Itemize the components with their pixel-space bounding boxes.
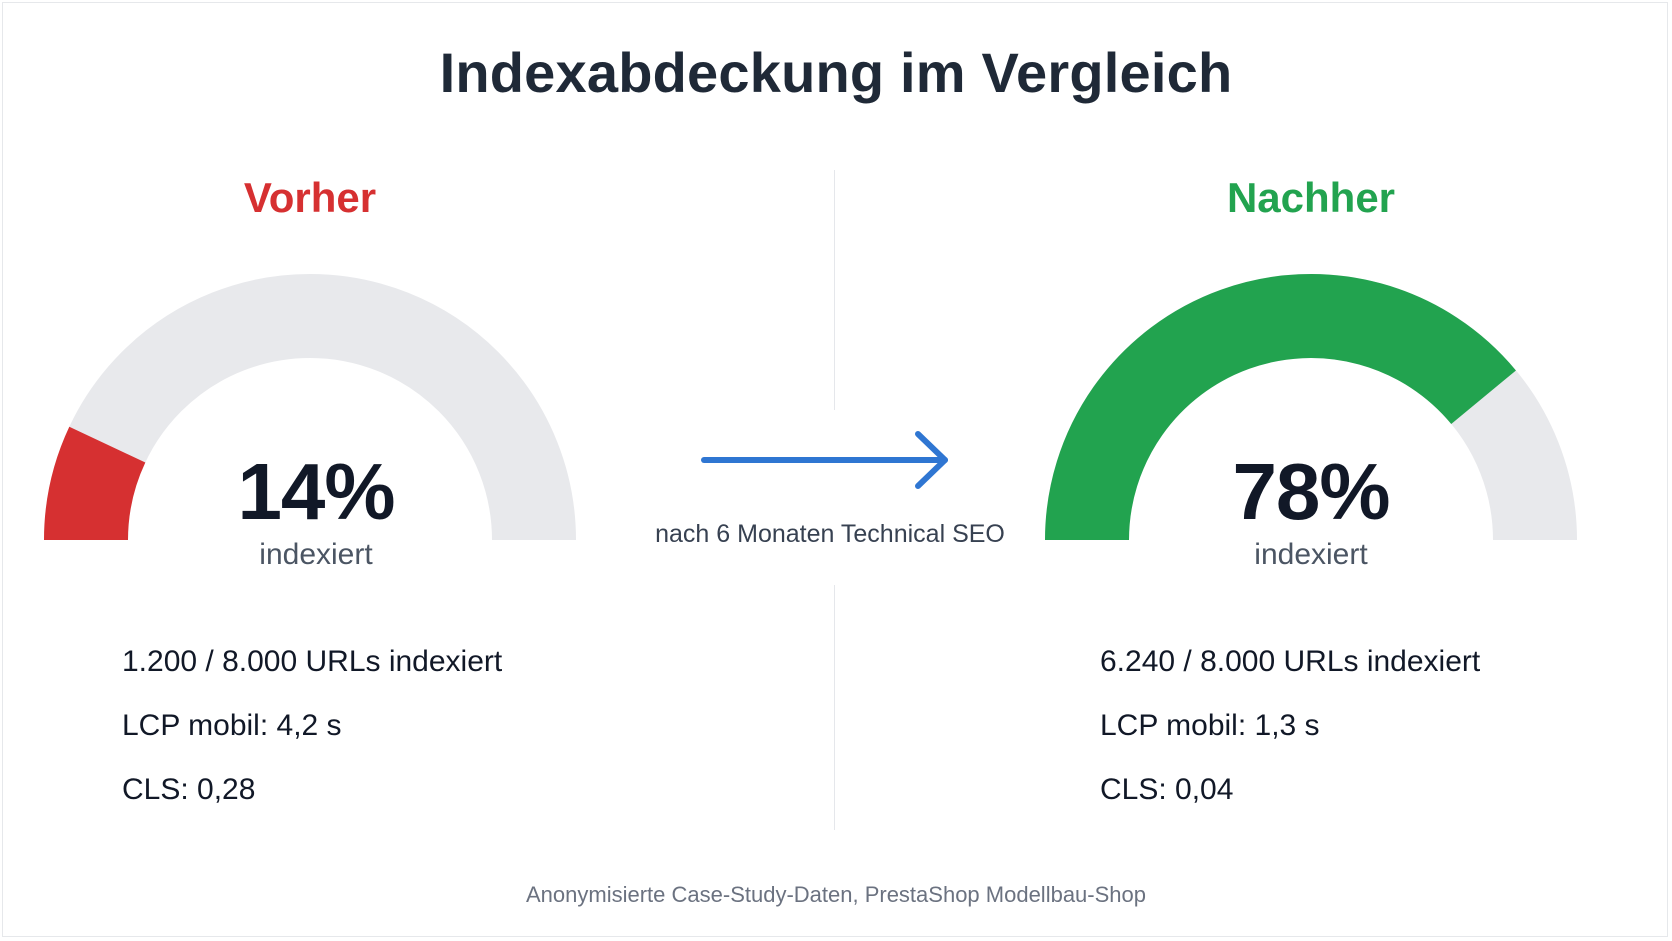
chart-title: Indexabdeckung im Vergleich	[439, 41, 1233, 104]
before-stat-urls: 1.200 / 8.000 URLs indexiert	[122, 645, 503, 678]
after-stats: 6.240 / 8.000 URLs indexiert LCP mobil: …	[1100, 644, 1480, 836]
after-label: Nachher	[1226, 174, 1396, 221]
after-stat-urls: 6.240 / 8.000 URLs indexiert	[1100, 645, 1481, 678]
after-gauge-caption: indexiert	[1254, 538, 1368, 571]
before-gauge-track	[44, 274, 576, 541]
before-gauge	[44, 274, 576, 542]
after-gauge-value: 78%	[1232, 447, 1390, 536]
transition-arrow-icon	[701, 431, 948, 489]
before-gauge-value: 14%	[237, 447, 395, 536]
after-gauge	[1045, 274, 1577, 541]
footnote: Anonymisierte Case-Study-Daten, PrestaSh…	[526, 882, 1146, 907]
after-gauge-fill	[1045, 274, 1516, 541]
transition-label: nach 6 Monaten Technical SEO	[655, 520, 1005, 548]
center-divider-top	[834, 170, 835, 410]
center-divider-bottom	[834, 585, 835, 830]
before-label: Vorher	[243, 174, 377, 221]
before-stats: 1.200 / 8.000 URLs indexiert LCP mobil: …	[122, 644, 502, 836]
before-gauge-fill	[44, 426, 146, 542]
before-stat-lcp: LCP mobil: 4,2 s	[122, 709, 342, 742]
after-stat-lcp: LCP mobil: 1,3 s	[1100, 709, 1320, 742]
before-stat-cls: CLS: 0,28	[122, 773, 256, 806]
after-stat-cls: CLS: 0,04	[1100, 773, 1234, 806]
before-gauge-caption: indexiert	[259, 538, 373, 571]
